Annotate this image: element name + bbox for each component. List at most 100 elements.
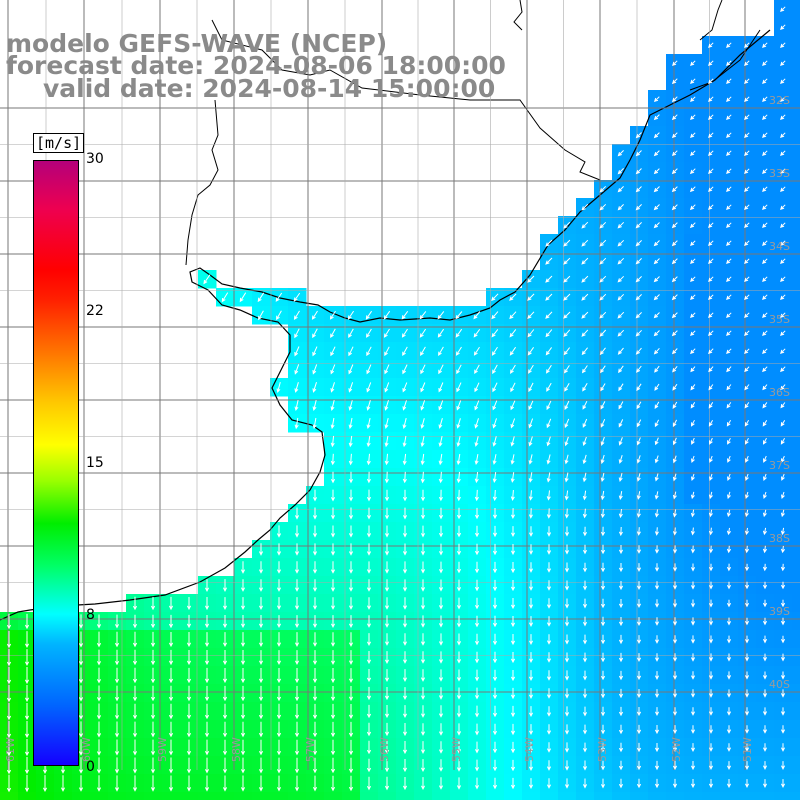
wind-arrow [384,597,390,610]
wind-cell [792,594,800,613]
wind-arrow [293,310,300,321]
wind-arrow [312,382,317,393]
lat-label: 33S [769,167,790,180]
wind-arrow [672,365,678,373]
wind-arrow [636,383,642,392]
wind-arrow [456,364,462,375]
wind-arrow [546,652,552,663]
wind-arrow [366,561,372,574]
wind-arrow [420,633,426,646]
wind-arrow [618,545,624,555]
colorbar-tick-0: 0 [86,759,95,775]
wind-arrow [438,597,444,610]
wind-arrow [312,489,318,502]
wind-arrow [690,617,696,626]
wind-arrow [564,436,569,447]
wind-arrow [654,707,660,716]
wind-arrow [294,579,300,592]
wind-arrow [96,775,102,792]
wind-arrow [671,312,678,319]
wind-arrow [474,364,480,375]
wind-arrow [383,328,390,338]
wind-arrow [727,437,731,445]
wind-arrow [653,240,660,247]
wind-arrow [6,666,12,685]
wind-arrow [762,240,768,246]
wind-arrow [312,721,318,738]
wind-arrow [384,776,390,791]
wind-arrow [653,168,660,175]
wind-arrow [420,489,426,502]
wind-arrow [528,724,534,735]
wind-cell [792,270,800,289]
wind-arrow [762,599,768,608]
wind-arrow [276,757,282,774]
wind-arrow [384,615,390,628]
wind-arrow [780,294,786,300]
wind-arrow [672,671,678,680]
wind-arrow [744,42,750,48]
wind-arrow [312,757,318,774]
wind-arrow [312,417,317,430]
wind-arrow [745,455,749,463]
wind-arrow [599,239,607,247]
wind-arrow [348,525,354,538]
wind-arrow [564,580,570,591]
wind-arrow [366,686,372,701]
wind-arrow [690,545,696,554]
wind-arrow [653,312,660,319]
wind-arrow [186,685,192,702]
wind-arrow [222,615,228,629]
wind-arrow [654,437,659,446]
wind-arrow [546,580,552,591]
wind-arrow [635,312,642,319]
wind-arrow [420,705,426,718]
wind-arrow [780,276,786,282]
wind-arrow [509,293,517,301]
wind-arrow [510,580,516,592]
wind-arrow [617,257,625,265]
wind-arrow [528,778,534,789]
wind-arrow [726,312,732,318]
wind-arrow [24,649,30,666]
wind-arrow [690,114,696,120]
wind-arrow [330,615,336,628]
wind-arrow [348,721,354,738]
wind-arrow [672,60,678,66]
wind-arrow [762,545,768,554]
wind-arrow [563,329,571,338]
wind-arrow [780,384,786,391]
wind-arrow [437,311,445,320]
wind-arrow [545,329,553,338]
wind-arrow [402,543,408,556]
wind-arrow [168,757,174,774]
wind-arrow [258,615,264,629]
wind-arrow [456,418,461,429]
wind-cell [792,216,800,235]
wind-arrow [600,418,606,428]
wind-arrow [204,615,210,629]
wind-arrow [330,489,336,502]
wind-arrow [294,739,300,756]
wind-arrow [96,614,102,629]
wind-arrow [744,420,750,427]
wind-arrow [689,186,696,193]
wind-arrow [168,775,174,792]
wind-arrow [366,758,372,773]
wind-arrow [384,346,390,357]
wind-arrow [671,78,678,85]
wind-arrow [204,579,210,592]
wind-cell [432,792,451,800]
wind-arrow [618,455,623,464]
wind-arrow [690,707,696,716]
wind-arrow [510,670,516,682]
wind-arrow [546,544,552,555]
wind-cell [468,792,487,800]
wind-arrow [312,739,318,756]
wind-arrow [653,258,660,265]
wind-arrow [492,705,498,718]
wind-cell [648,792,667,800]
wind-arrow [348,453,353,466]
wind-arrow [545,347,553,356]
lat-label: 38S [769,532,790,545]
